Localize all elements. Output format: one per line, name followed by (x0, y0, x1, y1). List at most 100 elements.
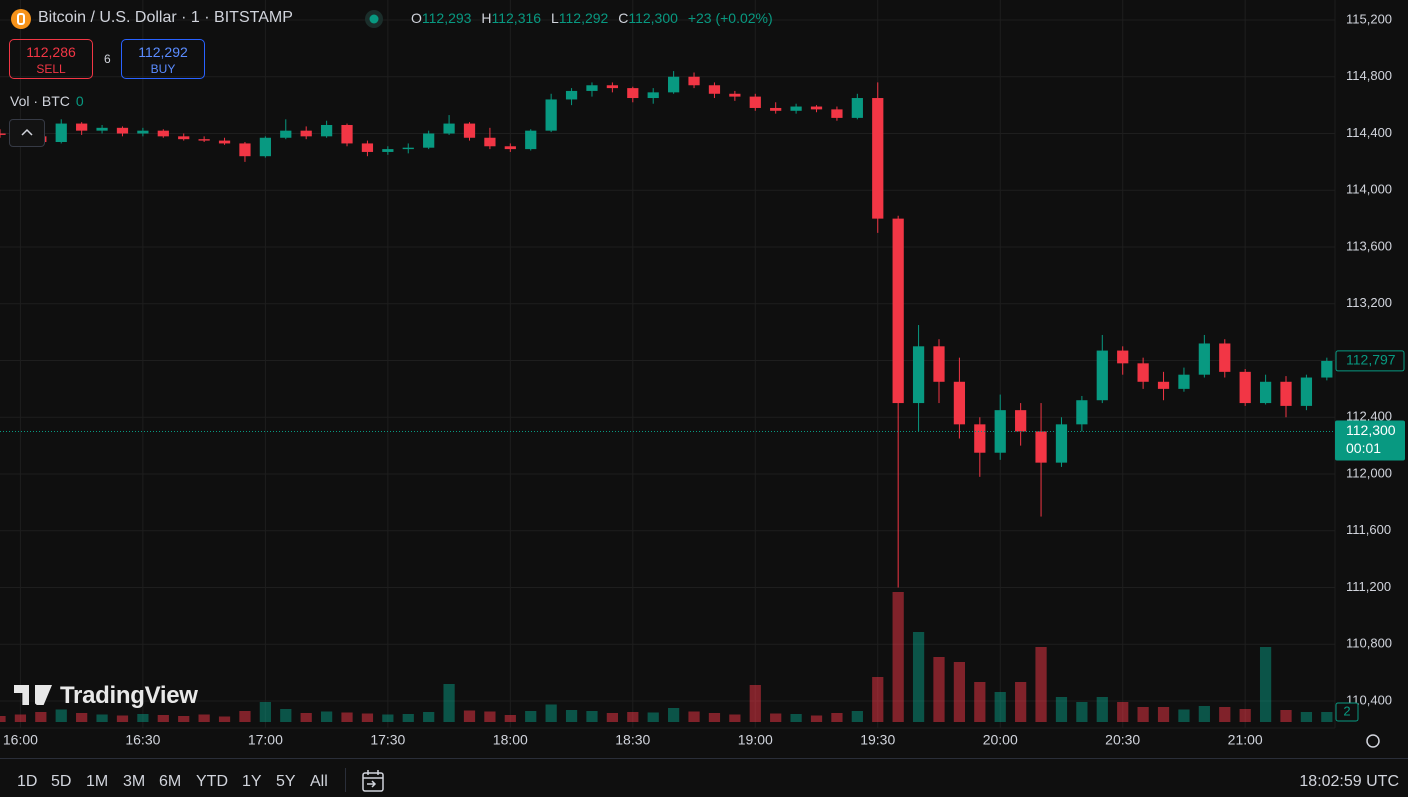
candle-body (627, 88, 639, 99)
candle-body (1096, 350, 1108, 401)
candle-body (259, 137, 271, 157)
y-tick-label: 111,200 (1346, 579, 1391, 594)
candle-body (892, 218, 904, 404)
bitcoin-icon (11, 9, 31, 29)
volume-bar (1321, 712, 1333, 722)
volume-bar (1076, 702, 1088, 722)
range-button[interactable]: 5D (51, 773, 72, 790)
volume-bar (218, 716, 231, 722)
volume-bar (402, 714, 414, 722)
range-button[interactable]: All (310, 773, 328, 790)
spread: 6 (104, 52, 111, 66)
range-button[interactable]: YTD (196, 773, 228, 790)
x-tick-label: 16:00 (3, 732, 38, 748)
y-tick-label: 114,400 (1346, 125, 1392, 140)
volume-bar (545, 704, 557, 722)
collapse-button[interactable] (9, 119, 45, 147)
candle-body (1157, 381, 1170, 389)
price-marker-label: 112,797 (1346, 352, 1396, 368)
symbol-title[interactable]: Bitcoin / U.S. Dollar · 1 · BITSTAMP (38, 9, 293, 26)
range-button[interactable]: 6M (159, 773, 182, 790)
candle-body (116, 127, 129, 134)
time-axis-settings[interactable] (1366, 734, 1380, 748)
volume-bar (341, 712, 353, 722)
buy-button[interactable]: 112,292 BUY (121, 39, 205, 79)
volume-bar (606, 713, 618, 722)
volume-bar (851, 711, 863, 722)
range-button[interactable]: 1Y (242, 773, 262, 790)
volume-bar (1198, 706, 1210, 722)
candle-body (525, 130, 537, 150)
x-tick-label: 16:30 (125, 732, 160, 748)
price-marker-box (1335, 350, 1405, 372)
candle-body (1259, 381, 1272, 404)
range-button[interactable]: 1M (86, 773, 109, 790)
candle-body (872, 98, 884, 219)
volume-label: Vol · BTC (10, 93, 70, 109)
candle-body (463, 123, 476, 138)
volume-bar (14, 714, 27, 722)
volume-bar (361, 713, 374, 722)
candle-body (729, 93, 741, 97)
candle-body (1076, 400, 1088, 425)
market-status (365, 10, 383, 28)
range-button[interactable]: 5Y (276, 773, 296, 790)
volume-bar (1259, 647, 1272, 722)
ohlc-value: 112,300 (628, 10, 678, 26)
candle-body (933, 346, 945, 382)
volume-bar (96, 714, 108, 722)
volume-bar (627, 712, 639, 722)
candle-body (443, 123, 455, 134)
logo: TradingView (14, 682, 198, 710)
candle-body (1219, 343, 1231, 372)
candle-body (1178, 374, 1190, 389)
y-tick-label: 113,200 (1346, 295, 1392, 310)
buy-price: 112,292 (138, 44, 188, 60)
change: +23 (+0.02%) (687, 10, 773, 26)
x-tick-label: 18:00 (493, 732, 528, 748)
candle-body (1035, 431, 1047, 463)
candle-body (382, 149, 394, 152)
volume-bar (668, 708, 680, 722)
candle-body (1300, 377, 1313, 406)
y-tick-label: 113,600 (1346, 238, 1392, 253)
candle-body (708, 85, 721, 94)
x-tick-label: 20:00 (983, 732, 1018, 748)
last-price-tag (1335, 420, 1405, 461)
y-tick-label: 114,000 (1346, 182, 1392, 197)
candle-body (1117, 350, 1129, 364)
volume-bar (259, 702, 271, 722)
volume-bar (729, 714, 741, 722)
candle-body (76, 123, 88, 131)
candle-body (178, 136, 190, 140)
date-range-button[interactable] (360, 768, 386, 794)
candle-body (423, 133, 435, 148)
sell-label: SELL (36, 62, 66, 76)
candle-body (1055, 424, 1068, 463)
volume-bar (137, 714, 149, 722)
volume-bar (790, 714, 802, 722)
candle-body (55, 123, 67, 143)
volume-bar (872, 677, 884, 722)
candle-body (810, 106, 823, 110)
volume-bar (586, 711, 598, 722)
ohlc-value: 112,292 (558, 10, 609, 26)
candle-body (1015, 410, 1027, 432)
candle-body (749, 96, 761, 108)
candle-body (137, 130, 149, 134)
countdown: 00:01 (1346, 440, 1381, 456)
volume-marker-box (1335, 702, 1359, 722)
sell-button[interactable]: 112,286 SELL (9, 39, 93, 79)
candle-body (320, 124, 333, 137)
candle-body (770, 107, 782, 111)
x-tick-label: 20:30 (1105, 732, 1140, 748)
candle-body (198, 139, 210, 141)
volume-bar (1280, 710, 1292, 722)
candle-body (1280, 381, 1292, 406)
volume-bar (239, 711, 251, 722)
range-button[interactable]: 3M (123, 773, 146, 790)
ohlc-key: L (550, 10, 559, 26)
volume-bar (708, 713, 721, 722)
candle-body (218, 140, 231, 144)
range-button[interactable]: 1D (17, 773, 38, 790)
